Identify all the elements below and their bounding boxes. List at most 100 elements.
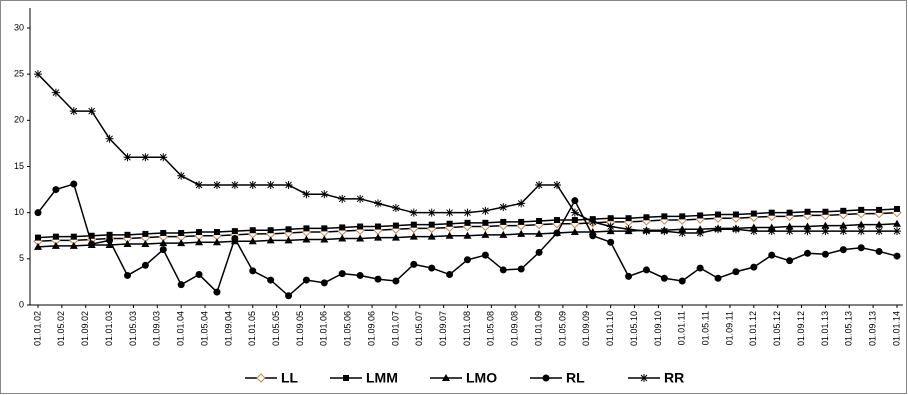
marker bbox=[499, 266, 507, 274]
marker bbox=[642, 227, 651, 236]
marker bbox=[463, 231, 472, 239]
marker bbox=[195, 271, 203, 279]
marker bbox=[446, 271, 454, 279]
marker bbox=[839, 227, 848, 236]
marker bbox=[643, 214, 650, 221]
marker bbox=[141, 261, 149, 269]
marker bbox=[178, 229, 185, 236]
marker bbox=[374, 233, 383, 241]
marker bbox=[499, 203, 508, 212]
marker bbox=[88, 232, 95, 239]
x-tick-label: 01.09.07 bbox=[438, 311, 448, 346]
marker bbox=[35, 234, 41, 241]
marker bbox=[392, 222, 399, 229]
marker bbox=[749, 227, 758, 236]
marker bbox=[481, 251, 489, 259]
marker bbox=[697, 212, 704, 219]
x-tick-label: 01.05.11 bbox=[700, 311, 710, 345]
marker bbox=[338, 234, 347, 242]
marker bbox=[302, 276, 310, 284]
marker bbox=[660, 227, 669, 236]
marker bbox=[821, 227, 830, 236]
marker bbox=[625, 272, 633, 280]
x-tick-label: 01.09.08 bbox=[510, 311, 520, 346]
marker bbox=[857, 220, 866, 228]
legend-label: RL bbox=[566, 370, 585, 386]
x-tick-label: 01.01.08 bbox=[462, 311, 472, 346]
x-tick-label: 01.09.02 bbox=[80, 311, 90, 346]
marker bbox=[804, 208, 811, 215]
marker bbox=[732, 211, 739, 218]
marker bbox=[570, 208, 579, 217]
marker bbox=[213, 229, 220, 236]
y-tick-label: 0 bbox=[19, 299, 24, 309]
marker bbox=[409, 232, 418, 240]
marker bbox=[409, 208, 418, 217]
marker bbox=[893, 227, 901, 236]
marker bbox=[588, 217, 597, 226]
marker bbox=[750, 263, 758, 271]
marker bbox=[123, 240, 132, 248]
marker bbox=[196, 229, 203, 236]
marker bbox=[302, 190, 311, 199]
marker bbox=[105, 240, 114, 248]
marker bbox=[51, 241, 60, 249]
marker bbox=[375, 223, 382, 230]
x-tick-label: 01.01.05 bbox=[247, 311, 257, 346]
marker bbox=[640, 374, 648, 382]
marker bbox=[177, 171, 186, 180]
y-tick-label: 15 bbox=[14, 161, 24, 171]
marker bbox=[570, 228, 579, 236]
marker bbox=[857, 244, 865, 252]
marker bbox=[661, 213, 668, 220]
marker bbox=[356, 194, 365, 203]
x-tick-label: 01.09.06 bbox=[366, 311, 376, 346]
y-tick-label: 20 bbox=[14, 115, 24, 125]
x-tick-label: 01.01.09 bbox=[533, 311, 543, 346]
marker bbox=[70, 233, 77, 240]
marker bbox=[231, 235, 239, 243]
marker bbox=[87, 107, 96, 116]
marker bbox=[285, 292, 293, 300]
x-tick-label: 01.05.02 bbox=[56, 311, 66, 346]
legend-label: LMM bbox=[366, 370, 398, 386]
marker bbox=[822, 208, 829, 215]
marker bbox=[696, 264, 704, 272]
marker bbox=[123, 271, 131, 279]
x-tick-label: 01.09.03 bbox=[152, 311, 162, 346]
marker bbox=[571, 217, 578, 224]
marker bbox=[803, 222, 812, 230]
marker bbox=[391, 233, 400, 241]
x-tick-label: 01.05.07 bbox=[414, 311, 424, 346]
marker bbox=[731, 225, 740, 234]
x-tick-label: 01.01.07 bbox=[390, 311, 400, 346]
marker bbox=[248, 180, 257, 189]
marker bbox=[428, 264, 436, 272]
marker bbox=[410, 260, 418, 268]
marker bbox=[714, 274, 722, 282]
marker bbox=[213, 288, 221, 296]
marker bbox=[123, 153, 132, 162]
marker bbox=[893, 252, 901, 260]
marker bbox=[678, 277, 686, 285]
marker bbox=[821, 250, 829, 258]
series-line bbox=[37, 183, 898, 297]
marker bbox=[768, 209, 775, 216]
marker bbox=[69, 107, 78, 116]
marker bbox=[552, 180, 561, 189]
y-tick-label: 30 bbox=[14, 22, 24, 32]
marker bbox=[284, 236, 293, 244]
marker bbox=[535, 180, 544, 189]
marker bbox=[517, 199, 526, 208]
marker bbox=[106, 236, 114, 244]
marker bbox=[427, 208, 436, 217]
x-tick-label: 01.09.13 bbox=[868, 311, 878, 346]
marker bbox=[446, 220, 453, 227]
marker bbox=[463, 208, 472, 217]
marker bbox=[230, 180, 239, 189]
marker bbox=[535, 248, 543, 256]
marker bbox=[357, 223, 364, 230]
marker bbox=[642, 266, 650, 274]
